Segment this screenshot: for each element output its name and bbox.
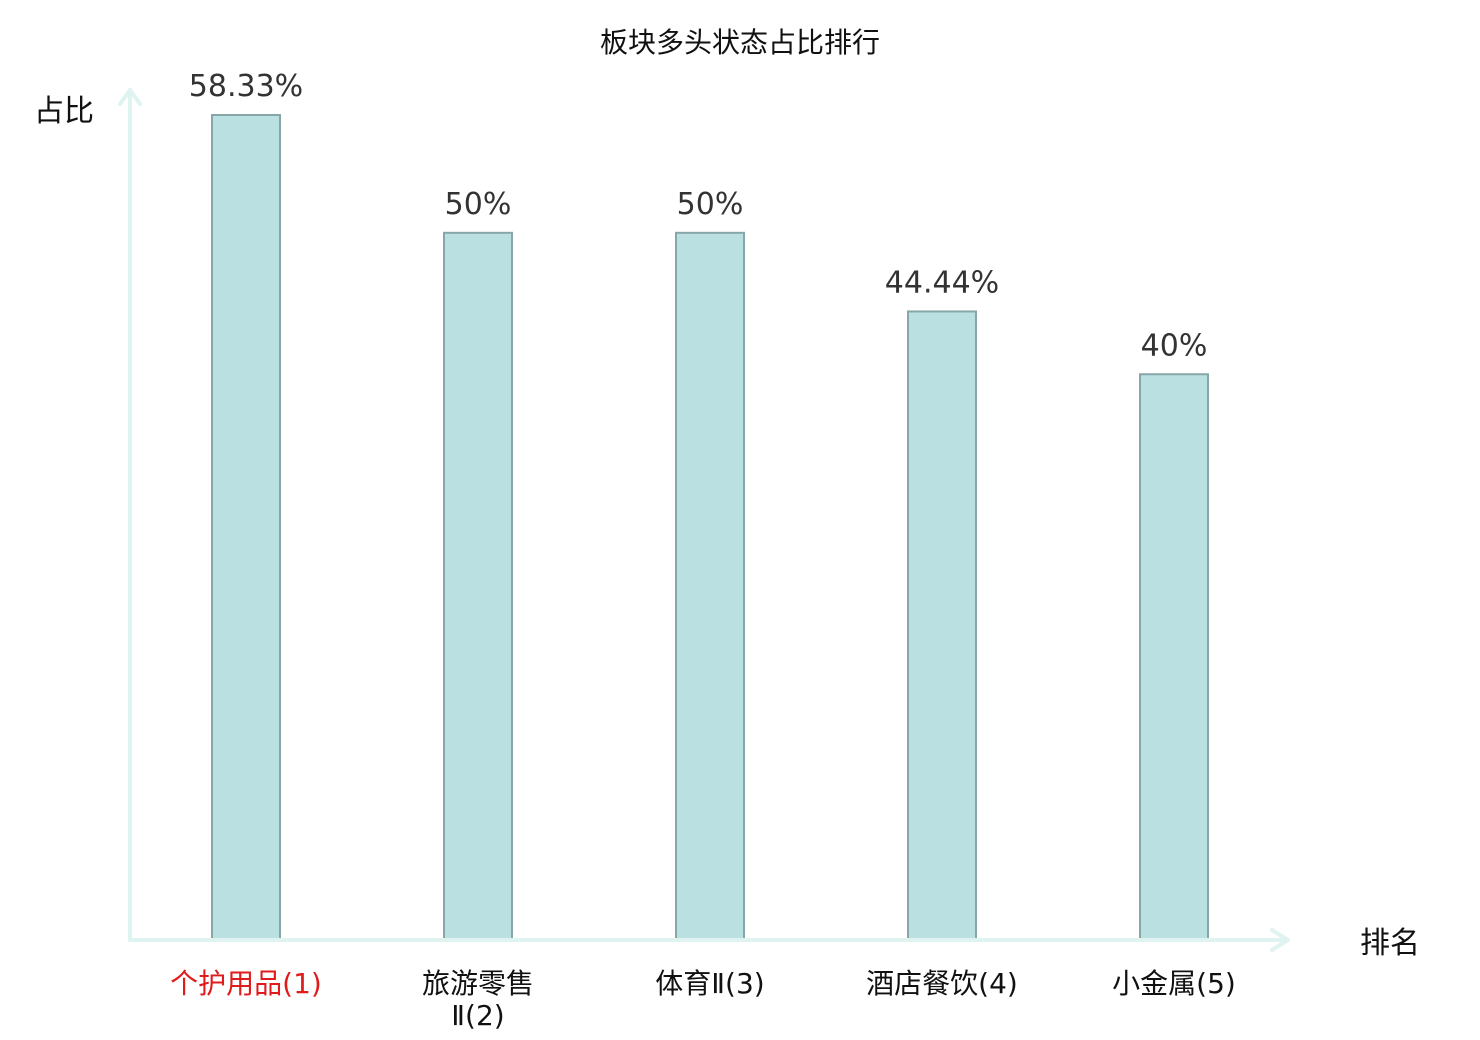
category-label-2-line-1: 旅游零售 (422, 967, 534, 1000)
category-label-4: 酒店餐饮(4) (866, 967, 1018, 1000)
value-label-5: 40% (1141, 328, 1208, 363)
bar-5 (1139, 373, 1209, 942)
bar-4 (907, 310, 977, 941)
category-label-2-line-2: Ⅱ(2) (451, 999, 504, 1032)
category-label-5: 小金属(5) (1112, 967, 1236, 1000)
category-label-3: 体育Ⅱ(3) (655, 967, 764, 1000)
category-label-1: 个护用品(1) (170, 967, 322, 1000)
value-label-4: 44.44% (885, 265, 999, 300)
bar-2 (443, 231, 513, 942)
x-axis-line (128, 928, 1290, 952)
y-axis-label: 占比 (34, 94, 94, 129)
y-axis-line (118, 88, 142, 942)
bar-1 (211, 114, 281, 941)
chart-title: 板块多头状态占比排行 (600, 26, 880, 59)
value-label-3: 50% (677, 187, 744, 222)
x-axis-label: 排名 (1360, 926, 1420, 961)
value-label-2: 50% (445, 187, 512, 222)
bar-3 (675, 231, 745, 942)
value-label-1: 58.33% (189, 69, 303, 104)
